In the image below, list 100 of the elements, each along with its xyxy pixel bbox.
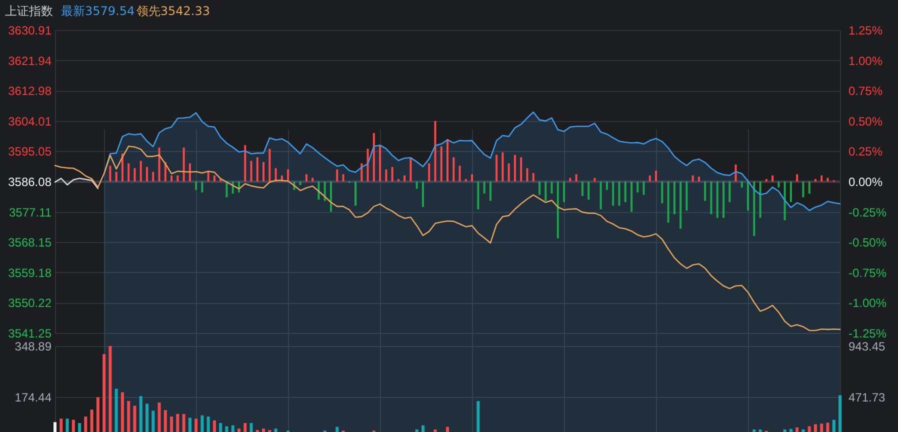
bar xyxy=(740,182,743,188)
bar xyxy=(655,170,658,182)
bar xyxy=(563,182,566,202)
bar xyxy=(140,160,142,182)
y2-tick-label: 0.50% xyxy=(848,114,883,128)
chart-title: 上证指数 xyxy=(5,4,53,18)
line-series xyxy=(54,178,99,190)
y2-tick-label: 0.25% xyxy=(848,144,883,159)
bar xyxy=(508,163,510,182)
bar xyxy=(471,174,474,182)
bar xyxy=(440,146,442,182)
bar xyxy=(728,182,731,202)
bar xyxy=(483,182,486,194)
bar xyxy=(226,182,228,198)
y-tick-label: 3595.05 xyxy=(8,144,52,159)
bar xyxy=(287,169,290,182)
bar xyxy=(759,182,762,218)
bar xyxy=(452,157,455,182)
bar xyxy=(667,182,670,223)
bar xyxy=(416,182,418,189)
bar xyxy=(146,166,148,182)
y-tick-label: 3541.25 xyxy=(8,326,52,340)
bar xyxy=(796,174,798,182)
bar xyxy=(544,182,547,201)
bar xyxy=(195,182,198,190)
bar xyxy=(391,166,394,182)
text: 领先3542.33 xyxy=(136,4,210,18)
y2-tick-label: 0.75% xyxy=(848,84,883,98)
bar xyxy=(109,166,112,182)
bar xyxy=(594,178,596,182)
bar xyxy=(514,154,516,182)
bar xyxy=(434,120,436,182)
bar xyxy=(710,182,712,214)
bar xyxy=(312,178,314,182)
bar xyxy=(722,182,724,218)
y2-tick-label: -0.50% xyxy=(848,236,887,250)
bar xyxy=(600,182,602,210)
bar xyxy=(496,154,498,182)
bar xyxy=(532,173,534,182)
bar xyxy=(188,163,191,182)
bar xyxy=(256,157,258,182)
bar xyxy=(698,176,700,182)
bar xyxy=(489,182,492,201)
bar xyxy=(477,182,480,210)
bar xyxy=(790,182,792,202)
y-tick-label: 3577.11 xyxy=(9,205,52,220)
bar xyxy=(569,178,572,182)
bar xyxy=(808,182,810,194)
bar xyxy=(244,145,246,182)
bar xyxy=(274,168,277,182)
bar xyxy=(575,174,578,182)
bar xyxy=(673,182,676,214)
bar xyxy=(778,182,780,188)
bar xyxy=(446,139,448,182)
bar xyxy=(213,175,216,182)
bar xyxy=(379,145,382,182)
y-tick-label: 3586.08 xyxy=(8,175,52,189)
bar xyxy=(704,182,706,201)
y-tick-label: 3568.15 xyxy=(8,236,52,250)
bar xyxy=(747,182,750,211)
bar xyxy=(772,175,774,182)
bar xyxy=(802,182,804,198)
bar xyxy=(268,148,271,182)
bar xyxy=(330,182,332,212)
bar xyxy=(404,175,406,182)
bar xyxy=(820,175,823,182)
text: 最新3579.54 xyxy=(61,4,135,18)
bar xyxy=(176,175,179,182)
y2-tick-label: 0.00% xyxy=(848,175,883,189)
bar xyxy=(648,175,651,182)
bar xyxy=(618,182,620,206)
y2-tick-label: -1.00% xyxy=(848,296,887,310)
bar xyxy=(299,182,302,186)
y2-tick-label: -0.75% xyxy=(848,266,887,280)
bar xyxy=(520,157,522,182)
line-series xyxy=(54,146,841,332)
y-tick-label: 174.44 xyxy=(14,390,52,405)
bar xyxy=(336,169,338,182)
bar xyxy=(152,172,154,182)
y2-tick-label: 1.25% xyxy=(848,24,883,38)
y-tick-label: 3559.18 xyxy=(8,266,52,280)
bar xyxy=(692,175,694,182)
bar xyxy=(250,160,252,182)
bar xyxy=(262,162,265,182)
bar xyxy=(158,148,160,182)
y-tick-label: 3621.94 xyxy=(8,54,52,68)
bar xyxy=(201,182,204,192)
bar xyxy=(526,168,528,182)
bar xyxy=(581,182,584,196)
bar xyxy=(606,182,608,190)
bar xyxy=(661,182,664,204)
bar xyxy=(588,182,590,200)
bar xyxy=(182,148,185,182)
bar xyxy=(342,174,344,182)
y-tick-label: 3612.98 xyxy=(8,84,52,98)
bar xyxy=(115,172,118,182)
bar xyxy=(354,182,357,206)
bar xyxy=(372,133,375,182)
bar xyxy=(716,182,718,218)
y-tick-label: 3630.91 xyxy=(8,24,52,38)
